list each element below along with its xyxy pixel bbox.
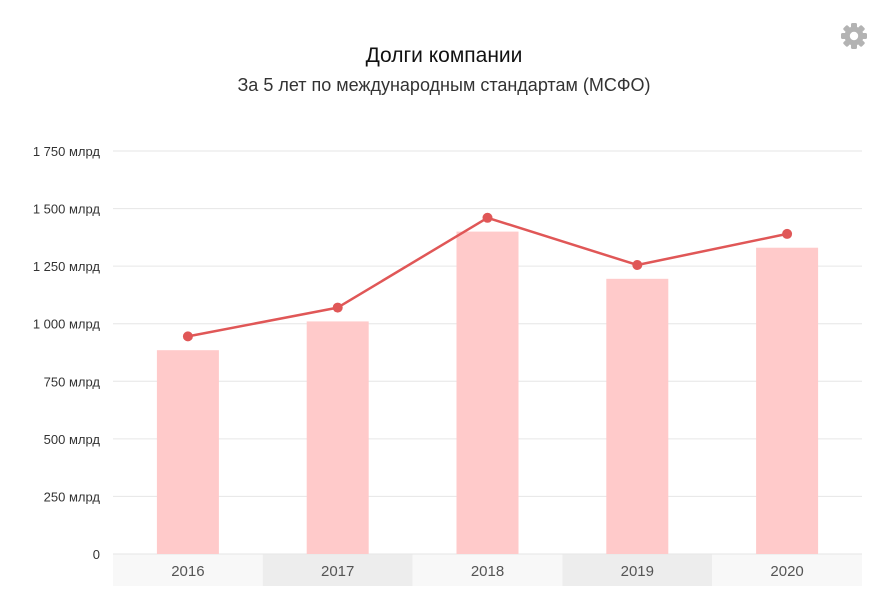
- gear-icon: [841, 23, 867, 49]
- line-point-2018[interactable]: [482, 212, 493, 223]
- y-tick-label: 1 750 млрд: [33, 144, 101, 159]
- x-band: [712, 554, 862, 586]
- line-point-2019[interactable]: [632, 259, 643, 270]
- bar-2019[interactable]: [606, 278, 669, 554]
- line-point-2017[interactable]: [332, 302, 343, 313]
- y-tick-label: 1 000 млрд: [33, 317, 101, 332]
- line-point-2020[interactable]: [782, 228, 793, 239]
- x-band: [412, 554, 563, 586]
- x-tick-label: 2017: [321, 563, 354, 580]
- y-tick-label: 750 млрд: [44, 374, 101, 389]
- bar-2016[interactable]: [156, 350, 219, 554]
- x-tick-label: 2018: [471, 563, 504, 580]
- chart-subtitle: За 5 лет по международным стандартам (МС…: [237, 75, 651, 95]
- line-point-2016[interactable]: [182, 331, 193, 342]
- x-tick-label: 2019: [621, 563, 654, 580]
- bar-series: [156, 231, 819, 554]
- x-axis-labels: 2016 2017 2018 2019 2020: [171, 563, 804, 580]
- x-tick-label: 2020: [770, 563, 803, 580]
- x-band: [562, 554, 713, 586]
- settings-button[interactable]: [838, 20, 870, 52]
- bar-2018[interactable]: [456, 231, 519, 554]
- x-axis-bands: [113, 554, 862, 586]
- bar-2017[interactable]: [306, 321, 369, 554]
- chart-title: Долги компании: [365, 44, 523, 67]
- y-axis-labels: 0 250 млрд 500 млрд 750 млрд 1 000 млрд 1 250…: [33, 144, 101, 562]
- x-band: [262, 554, 413, 586]
- y-tick-label: 1 250 млрд: [33, 259, 101, 274]
- line-series: [182, 212, 793, 342]
- y-tick-label: 1 500 млрд: [33, 202, 101, 217]
- x-band: [113, 554, 263, 586]
- y-tick-label: 500 млрд: [44, 432, 101, 447]
- bar-2020[interactable]: [756, 247, 819, 554]
- x-tick-label: 2016: [171, 563, 204, 580]
- y-tick-label: 250 млрд: [44, 489, 101, 504]
- y-tick-label: 0: [93, 547, 100, 562]
